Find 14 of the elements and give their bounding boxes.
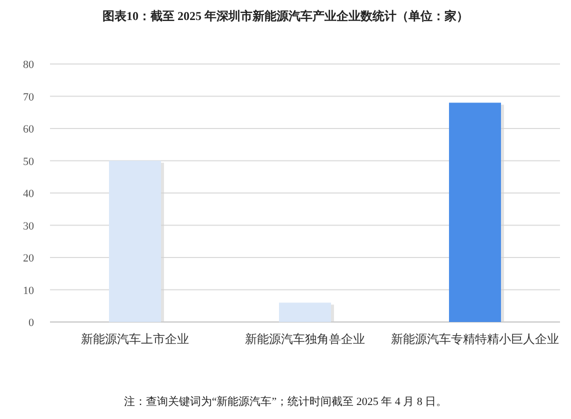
x-tick-label: 新能源汽车专精特精小巨人企业 <box>391 332 559 346</box>
x-tick-label: 新能源汽车上市企业 <box>81 332 189 346</box>
y-tick-label: 60 <box>23 124 34 136</box>
text: 注：查询关键词为“新能源汽车”；统计时间截至 2025 年 4 月 8 日。 <box>124 395 448 408</box>
y-tick-label: 80 <box>23 59 34 71</box>
y-tick-label: 20 <box>23 252 34 264</box>
y-tick-label: 10 <box>23 284 34 297</box>
y-tick-label: 30 <box>23 220 34 232</box>
x-tick-label: 新能源汽车独角兽企业 <box>245 332 365 346</box>
y-tick-label: 70 <box>23 91 34 104</box>
chart-title: 图表10：截至 2025 年深圳市新能源汽车产业企业数统计（单位：家） <box>102 9 468 23</box>
y-tick-label: 40 <box>23 188 34 200</box>
y-tick-label: 0 <box>28 317 34 329</box>
y-tick-label: 50 <box>23 156 34 168</box>
